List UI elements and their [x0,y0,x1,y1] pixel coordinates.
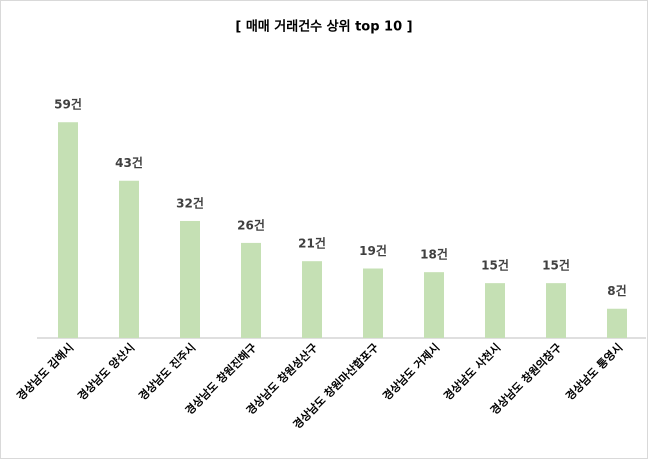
bar [546,283,566,338]
bar [119,180,139,338]
data-label: 18건 [420,247,448,262]
bar [241,242,261,338]
data-label: 15건 [542,258,570,273]
bar [424,272,444,338]
data-label: 19건 [359,243,387,258]
data-label: 15건 [481,258,509,273]
data-label: 26건 [237,217,265,232]
data-label: 43건 [115,155,143,170]
bar [180,220,200,338]
bar [363,268,383,338]
bar [58,122,78,338]
data-label: 32건 [176,195,204,210]
bar [302,261,322,338]
data-label: 8건 [607,283,626,298]
chart-title: [ 매매 거래건수 상위 top 10 ] [235,19,412,35]
bar [607,308,627,338]
bar [485,283,505,338]
data-label: 21건 [298,236,326,251]
data-label: 59건 [54,97,82,112]
